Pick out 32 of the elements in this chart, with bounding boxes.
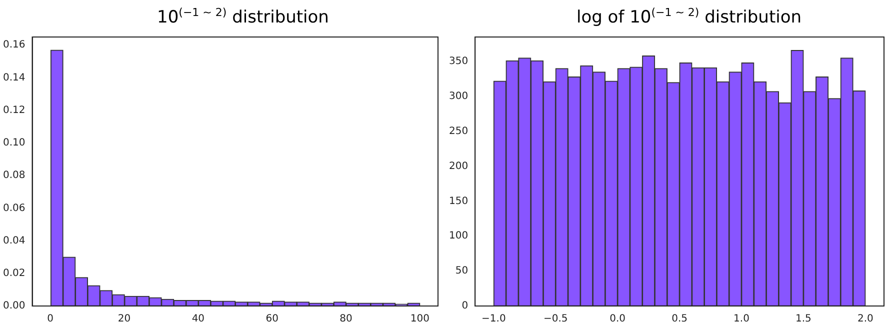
y-tick-label: 150: [448, 196, 468, 207]
x-tick-label: 80: [340, 314, 352, 325]
x-tick-label: 100: [410, 314, 430, 325]
y-tick-label: 0.08: [3, 170, 26, 182]
x-tick-label: 40: [192, 314, 205, 325]
y-tick-label: 0.10: [3, 138, 26, 149]
y-tick-label: 0.02: [3, 268, 26, 279]
x-tick-label: 20: [118, 314, 131, 325]
x-tick-label: 2.0: [857, 314, 874, 325]
y-tick-label: 0: [462, 300, 468, 312]
y-tick-label: 0.12: [3, 104, 26, 116]
y-tick-label: 0.14: [3, 72, 26, 84]
y-tick-label: 0.00: [3, 300, 26, 312]
chart-title: 10$^{(−1 ~ 2)}$ distribution: [156, 6, 330, 28]
y-tick-label: 200: [448, 160, 468, 172]
x-tick-label: −0.5: [543, 314, 568, 325]
x-tick-label: 0.0: [610, 314, 626, 325]
x-tick-label: 60: [266, 314, 278, 325]
x-tick-label: 0: [47, 314, 54, 325]
y-tick-label: 0.16: [3, 40, 26, 51]
y-tick-label: 50: [455, 266, 468, 277]
x-tick-label: 1.5: [796, 314, 812, 325]
y-tick-label: 0.04: [3, 235, 26, 246]
x-tick-label: 0.5: [672, 314, 688, 325]
y-tick-label: 250: [448, 126, 468, 137]
y-tick-label: 0.06: [3, 202, 26, 214]
x-tick-label: −1.0: [482, 314, 506, 325]
y-tick-label: 100: [448, 230, 468, 242]
y-tick-label: 300: [448, 90, 468, 102]
chart-title: log of 10$^{(−1 ~ 2)}$ distribution: [575, 6, 803, 28]
y-tick-label: 350: [448, 56, 468, 68]
x-tick-label: 1.0: [734, 314, 750, 325]
